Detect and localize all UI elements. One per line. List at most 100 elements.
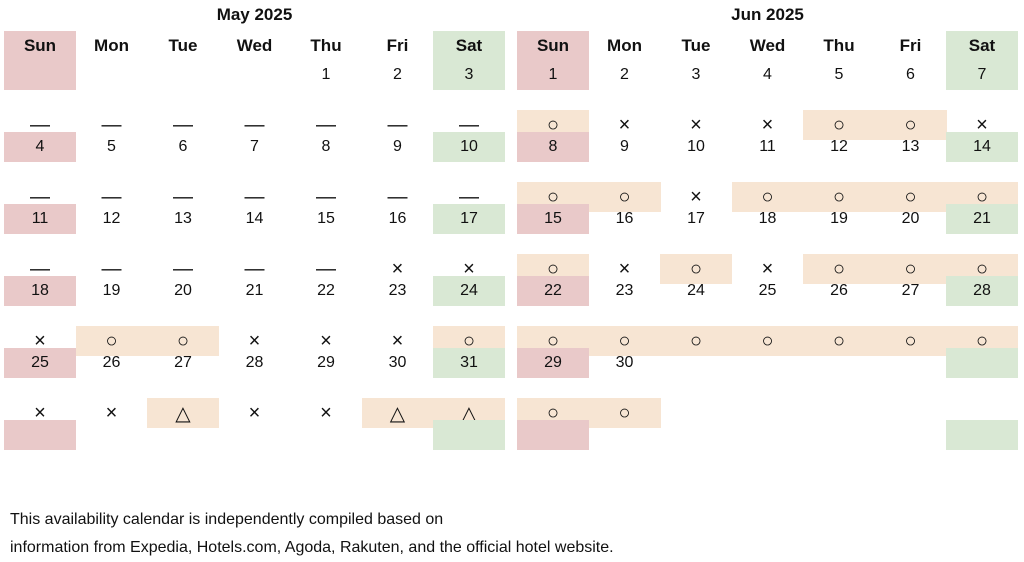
day-number: 21 [245,282,264,299]
day-number: 22 [517,276,589,306]
day-number: 16 [388,210,407,227]
availability-mark: ○ [588,182,661,212]
weekday-header-sun: Sun [517,31,589,61]
availability-mark: × [463,257,475,280]
availability-mark: — [244,113,265,136]
weekday-header-tue: Tue [168,36,198,55]
calendar-may-2025: May 2025 Sun Mon Tue Wed Thu Fri Sat 1 2 3— — — — — — —… [4,0,505,450]
availability-mark: — [173,185,193,208]
day-number [803,348,875,378]
day-number: 23 [615,282,634,299]
day-number: 11 [4,204,76,234]
month-title: Jun 2025 [731,5,804,24]
availability-mark: × [391,329,404,352]
availability-mark: × [105,401,118,424]
day-number: 18 [758,210,777,227]
day-number: 17 [687,210,705,227]
day-number: 7 [946,60,1018,90]
day-number: 27 [901,282,920,299]
day-number: 7 [250,138,259,155]
day-number: 18 [4,276,76,306]
availability-mark [803,398,875,428]
day-number: 21 [946,204,1018,234]
weekday-header-sat: Sat [433,31,505,61]
day-number [76,60,148,90]
weekday-header-mon: Mon [94,36,129,55]
day-number: 29 [317,354,335,371]
day-number: 3 [433,60,505,90]
day-number [4,60,76,90]
availability-mark: ○ [874,326,947,356]
availability-mark: — [459,113,479,136]
availability-mark: — [387,185,408,208]
day-number: 6 [906,66,915,83]
availability-mark: × [320,401,332,424]
availability-mark: — [101,257,122,280]
availability-mark: ○ [731,182,804,212]
day-number: 25 [758,282,777,299]
day-number: 22 [317,282,335,299]
day-number: 29 [517,348,589,378]
day-number: 12 [830,138,848,155]
day-number: 28 [245,354,264,371]
day-number: 1 [321,66,331,83]
availability-mark: × [618,257,631,280]
availability-mark: — [459,185,479,208]
day-number: 31 [433,348,505,378]
day-number: 15 [517,204,589,234]
day-number [946,348,1018,378]
availability-mark: ○ [874,182,947,212]
weekend-shade [946,420,1018,450]
month-title: May 2025 [216,5,293,24]
day-number: 14 [946,132,1018,162]
day-number: 10 [687,138,705,155]
day-number: 4 [763,66,772,83]
day-number: 19 [102,282,121,299]
day-number: 9 [620,138,629,155]
day-number [219,60,291,90]
availability-mark: — [173,257,193,280]
day-number: 30 [615,354,634,371]
availability-mark: × [391,257,404,280]
availability-mark: — [30,257,50,280]
day-number: 4 [4,132,76,162]
weekday-header-tue: Tue [681,36,711,55]
weekday-header-fri: Fri [899,36,922,55]
weekday-header-mon: Mon [607,36,642,55]
availability-mark: × [248,401,261,424]
weekday-header-wed: Wed [236,36,273,55]
availability-mark: — [244,185,265,208]
day-number [875,348,947,378]
day-number: 13 [901,138,920,155]
availability-mark: — [101,113,122,136]
day-number: 9 [393,138,402,155]
weekend-shade [517,420,589,450]
availability-mark: — [173,113,193,136]
day-number: 1 [517,60,589,90]
availability-mark: — [244,257,265,280]
weekday-header-thu: Thu [823,36,855,55]
day-number: 28 [946,276,1018,306]
weekday-header-fri: Fri [386,36,409,55]
availability-mark: × [690,113,702,136]
day-number: 24 [687,282,705,299]
day-number: 2 [393,66,402,83]
day-number: 13 [174,210,192,227]
availability-mark: △ [361,398,434,428]
availability-mark: × [34,329,46,352]
availability-mark: ○ [803,326,875,356]
availability-mark: — [30,113,50,136]
day-number: 20 [901,210,920,227]
weekday-header-thu: Thu [310,36,342,55]
availability-mark: × [618,113,631,136]
availability-mark: △ [147,398,219,428]
availability-mark: — [387,113,408,136]
day-number: 17 [433,204,505,234]
day-number: 3 [691,66,701,83]
day-number: 20 [174,282,192,299]
availability-mark: ○ [803,182,875,212]
day-number: 30 [388,354,407,371]
day-number: 26 [830,282,848,299]
availability-mark: × [248,329,261,352]
weekday-header-sat: Sat [946,31,1018,61]
